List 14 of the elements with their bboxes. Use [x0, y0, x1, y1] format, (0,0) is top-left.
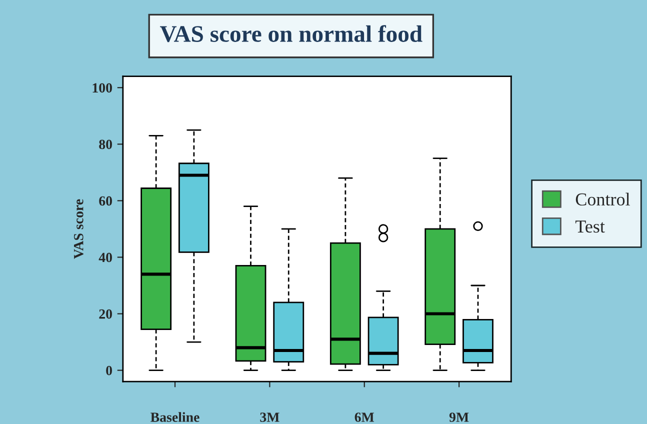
y-axis-title: VAS score	[74, 199, 84, 259]
y-tick-label: 80	[99, 140, 112, 150]
x-tick-label: 3M	[260, 412, 280, 422]
legend-label: Test	[575, 220, 605, 233]
y-tick-label: 40	[98, 252, 112, 262]
x-tick-label: 9M	[449, 412, 469, 422]
y-tick-label: 100	[92, 83, 112, 93]
y-tick-label: 0	[106, 366, 112, 376]
legend-label: Control	[576, 192, 630, 206]
x-tick-label: 6M	[354, 412, 374, 422]
y-tick-label: 20	[99, 309, 112, 319]
chart-title: VAS score on normal food	[160, 25, 422, 42]
y-tick-label: 60	[99, 196, 112, 206]
x-tick-label: Baseline	[150, 412, 200, 422]
